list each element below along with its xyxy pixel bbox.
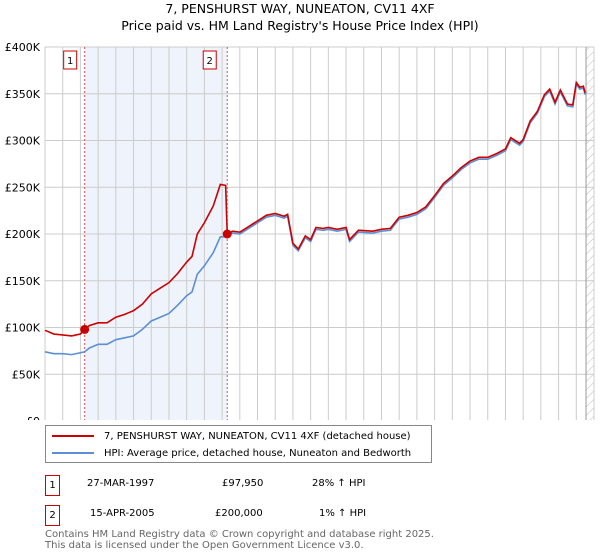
- transaction-row: 2 15-APR-2005 £200,000 1% ↑ HPI: [45, 505, 445, 526]
- transaction-badge: 2: [45, 505, 60, 526]
- chart-subtitle: Price paid vs. HM Land Registry's House …: [121, 18, 479, 33]
- legend-label: HPI: Average price, detached house, Nune…: [104, 447, 412, 459]
- y-tick-label: £0: [26, 415, 40, 420]
- y-tick-label: £250K: [5, 181, 41, 194]
- transaction-date: 27-MAR-1997: [87, 478, 155, 489]
- y-tick-label: £200K: [5, 228, 41, 241]
- transaction-date: 15-APR-2005: [90, 508, 155, 519]
- blue-line-swatch: [52, 452, 94, 454]
- y-tick-label: £350K: [5, 88, 41, 101]
- sale-label-box: [202, 50, 217, 70]
- transaction-badge: 1: [45, 475, 60, 496]
- y-tick-label: £300K: [5, 135, 41, 148]
- legend-item-hpi: HPI: Average price, detached house, Nune…: [52, 446, 411, 460]
- sale-label: 1: [67, 56, 73, 67]
- footer-licence: This data is licensed under the Open Gov…: [45, 540, 364, 551]
- transaction-delta: 28% ↑ HPI: [312, 478, 366, 489]
- sale-point: [222, 229, 232, 239]
- price-paid-series-line: [44, 80, 586, 337]
- sale-label-box: [63, 50, 78, 70]
- y-tick-label: £100K: [5, 322, 41, 335]
- sale-label: 2: [207, 56, 213, 67]
- y-tick-label: £50K: [12, 368, 41, 381]
- y-tick-label: £150K: [5, 275, 41, 288]
- transaction-price: £200,000: [215, 508, 263, 519]
- legend-item-price-paid: 7, PENSHURST WAY, NUNEATON, CV11 4XF (de…: [52, 429, 411, 443]
- transaction-row: 1 27-MAR-1997 £97,950 28% ↑ HPI: [45, 475, 445, 496]
- legend: 7, PENSHURST WAY, NUNEATON, CV11 4XF (de…: [45, 425, 432, 463]
- red-line-swatch: [52, 435, 94, 437]
- transaction-price: £97,950: [222, 478, 264, 489]
- chart-title: 7, PENSHURST WAY, NUNEATON, CV11 4XF: [165, 1, 435, 16]
- sale-point: [80, 324, 90, 334]
- legend-label: 7, PENSHURST WAY, NUNEATON, CV11 4XF (de…: [104, 430, 411, 442]
- transaction-delta: 1% ↑ HPI: [319, 508, 367, 519]
- price-chart: 1995199619971998199920002001200220032004…: [5, 41, 595, 420]
- y-tick-label: £400K: [5, 41, 41, 54]
- footer-copyright: Contains HM Land Registry data © Crown c…: [45, 529, 434, 540]
